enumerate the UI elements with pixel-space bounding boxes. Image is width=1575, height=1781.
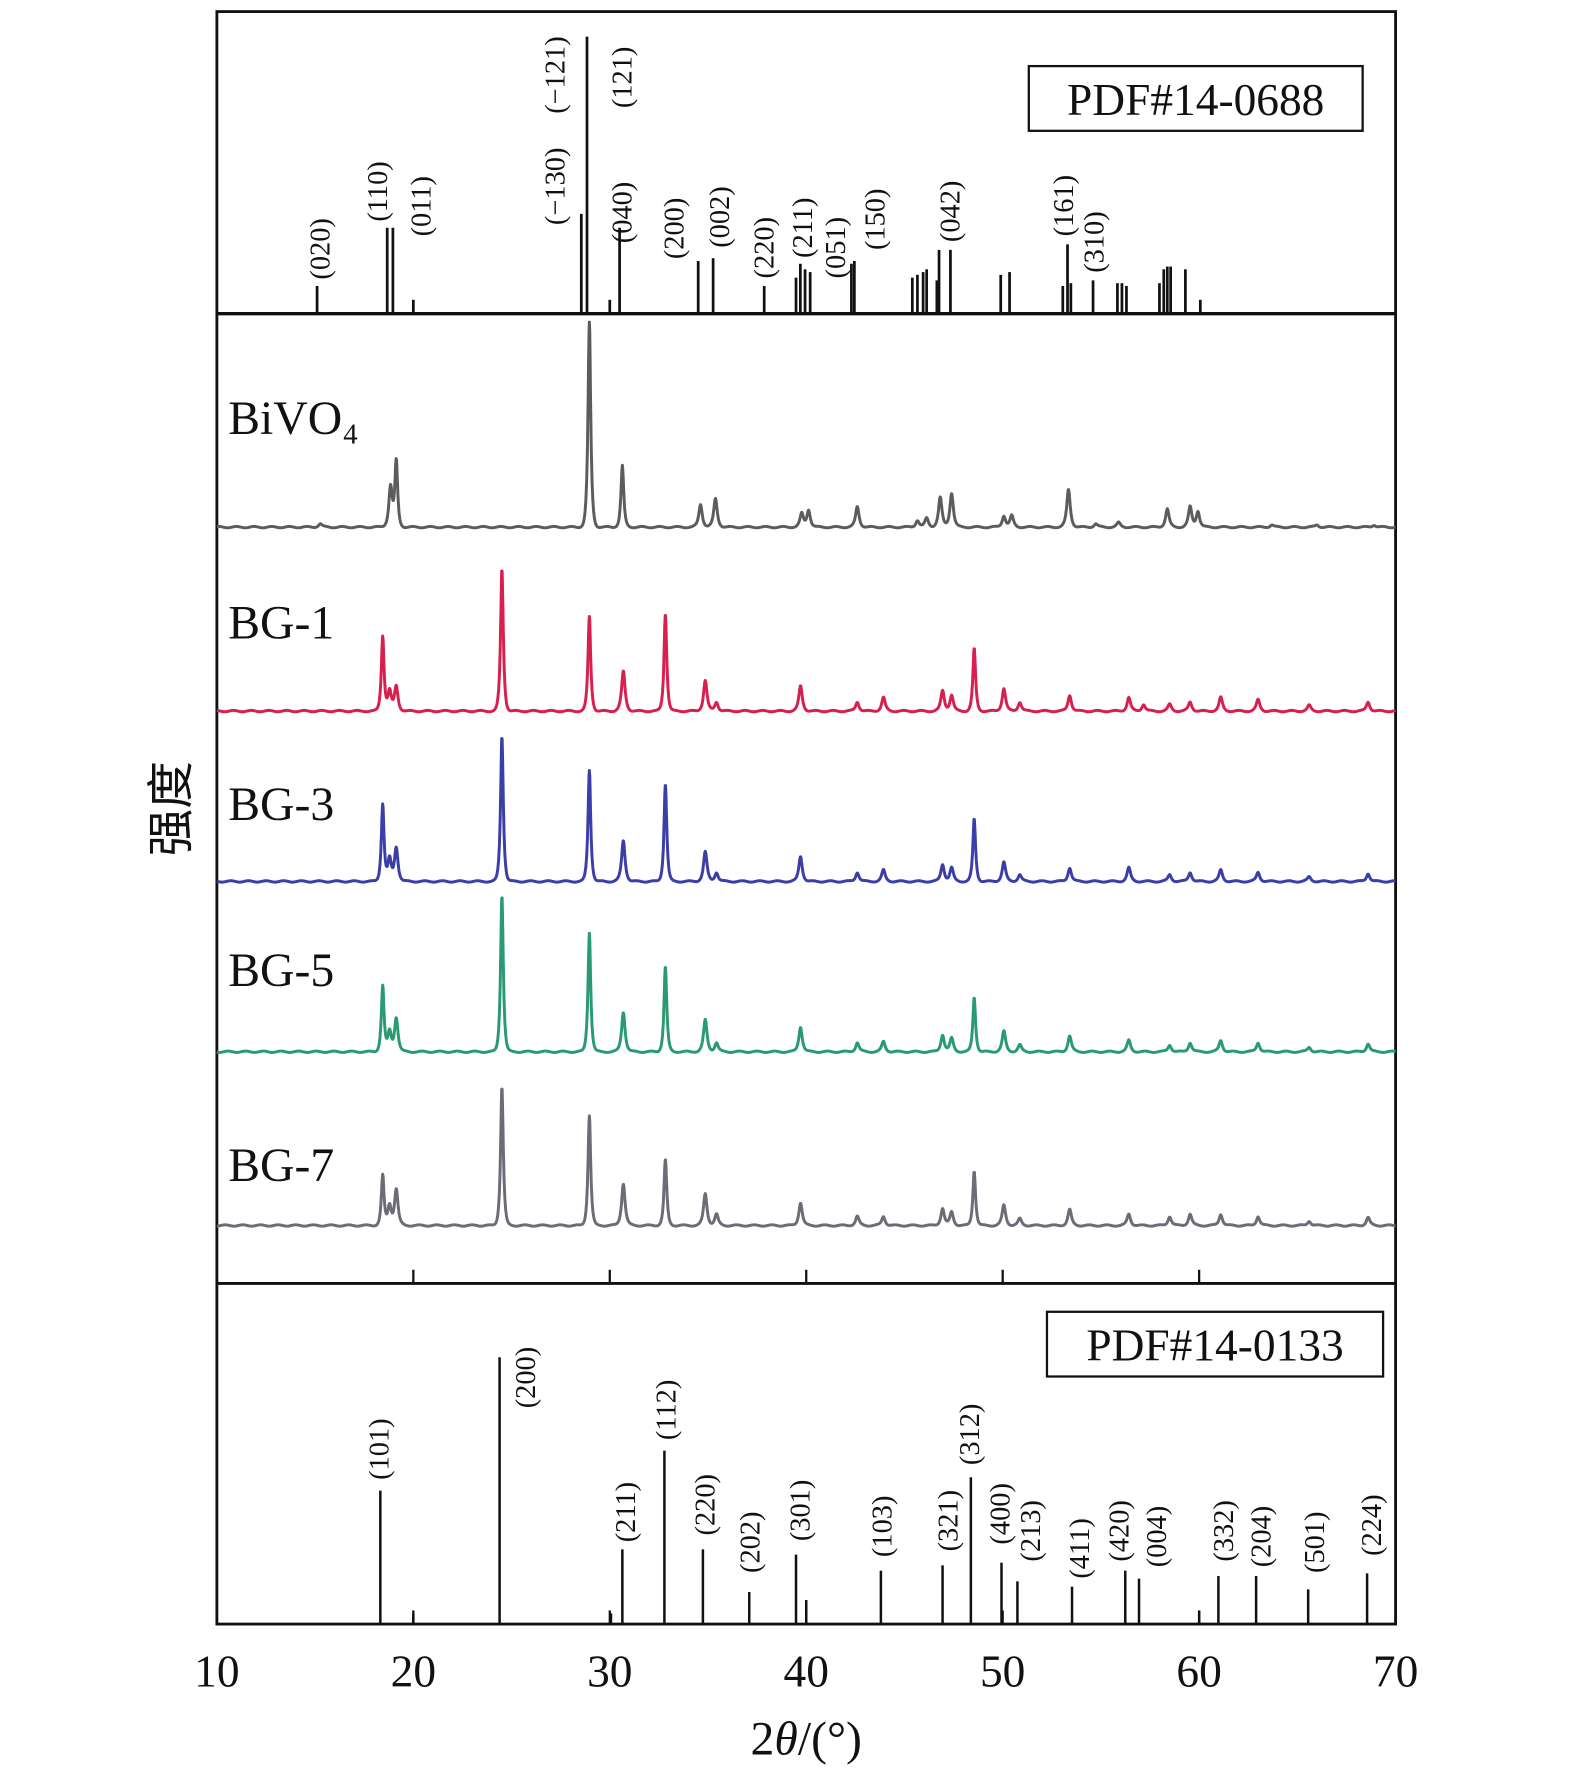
hkl-label: (211)	[611, 1482, 642, 1542]
reference-top-sticks: (020) (110) (011) (−130) (−121) (040) (121) (20…	[305, 36, 1202, 314]
pdf-bottom-label: PDF#14-0133	[1086, 1321, 1343, 1371]
hkl-label: (220)	[690, 1474, 721, 1535]
x-label-post: /(°)	[798, 1714, 862, 1766]
series-line-bg1	[215, 569, 1397, 714]
hkl-label: (101)	[364, 1418, 395, 1479]
hkl-label: (420)	[1105, 1500, 1136, 1561]
pdf-top-label: PDF#14-0688	[1067, 75, 1324, 125]
hkl-label: (011)	[406, 176, 437, 236]
hkl-label: (−121)	[540, 36, 571, 113]
reference-bottom-sticks: (101) (200) (211) (112) (220) (202) (301) (103)…	[364, 1347, 1388, 1625]
hkl-label: (501)	[1300, 1511, 1331, 1572]
x-tick-label: 20	[391, 1647, 436, 1697]
hkl-label: (224)	[1357, 1494, 1388, 1555]
series-label-bg5: BG-5	[228, 945, 334, 997]
hkl-label: (301)	[786, 1480, 817, 1541]
pdf-top-box	[1027, 64, 1364, 132]
x-tick-label: 50	[980, 1647, 1025, 1697]
hkl-label: (042)	[936, 181, 967, 242]
hkl-label: (332)	[1209, 1500, 1240, 1561]
hkl-label: (112)	[652, 1380, 683, 1440]
x-axis-ticks: 10 20 30 40 50 60 70	[194, 1269, 1418, 1697]
hkl-label: (020)	[305, 218, 336, 279]
hkl-label: (213)	[1016, 1500, 1047, 1561]
x-tick-label: 30	[587, 1647, 632, 1697]
hkl-label: (411)	[1065, 1518, 1096, 1578]
hkl-label: (103)	[867, 1496, 898, 1557]
hkl-label: (220)	[749, 217, 780, 278]
x-label-pre: 2	[751, 1714, 775, 1766]
x-tick-label: 40	[784, 1647, 829, 1697]
series-line-bg7	[215, 1087, 1397, 1228]
hkl-label: (200)	[660, 198, 691, 259]
x-axis-label: 2θ/(°)	[751, 1714, 862, 1766]
series-label-bg1: BG-1	[228, 597, 334, 649]
hkl-label: (321)	[933, 1490, 964, 1551]
x-tick-label: 70	[1373, 1647, 1418, 1697]
hkl-label: (211)	[788, 198, 819, 258]
xrd-traces	[215, 320, 1397, 1228]
hkl-label: (200)	[511, 1347, 542, 1408]
series-label-bg7: BG-7	[228, 1140, 334, 1192]
y-axis-label: 强度	[146, 761, 198, 856]
hkl-label: (−130)	[540, 148, 571, 225]
series-label-bg3: BG-3	[228, 779, 334, 831]
x-tick-label: 10	[194, 1647, 239, 1697]
series-line-bivo	[215, 320, 1397, 530]
hkl-label: (110)	[363, 161, 394, 221]
hkl-label: (051)	[821, 217, 852, 278]
hkl-label: (161)	[1049, 175, 1080, 236]
series-label-bivo4: BiVO₄	[228, 393, 359, 445]
hkl-label: (004)	[1142, 1506, 1173, 1567]
hkl-label: (202)	[736, 1511, 767, 1572]
hkl-label: (040)	[607, 182, 638, 243]
x-label-theta: θ	[774, 1714, 797, 1766]
hkl-label: (150)	[861, 189, 892, 250]
hkl-label: (400)	[985, 1483, 1016, 1544]
hkl-label: (121)	[607, 47, 638, 108]
x-tick-label: 60	[1176, 1647, 1221, 1697]
hkl-label: (204)	[1247, 1506, 1278, 1567]
hkl-label: (312)	[955, 1404, 986, 1465]
series-line-bg3	[215, 737, 1397, 884]
pdf-bottom-box	[1045, 1310, 1385, 1378]
hkl-label: (002)	[705, 186, 736, 247]
hkl-label: (310)	[1080, 211, 1111, 272]
series-line-bg5	[215, 896, 1397, 1054]
